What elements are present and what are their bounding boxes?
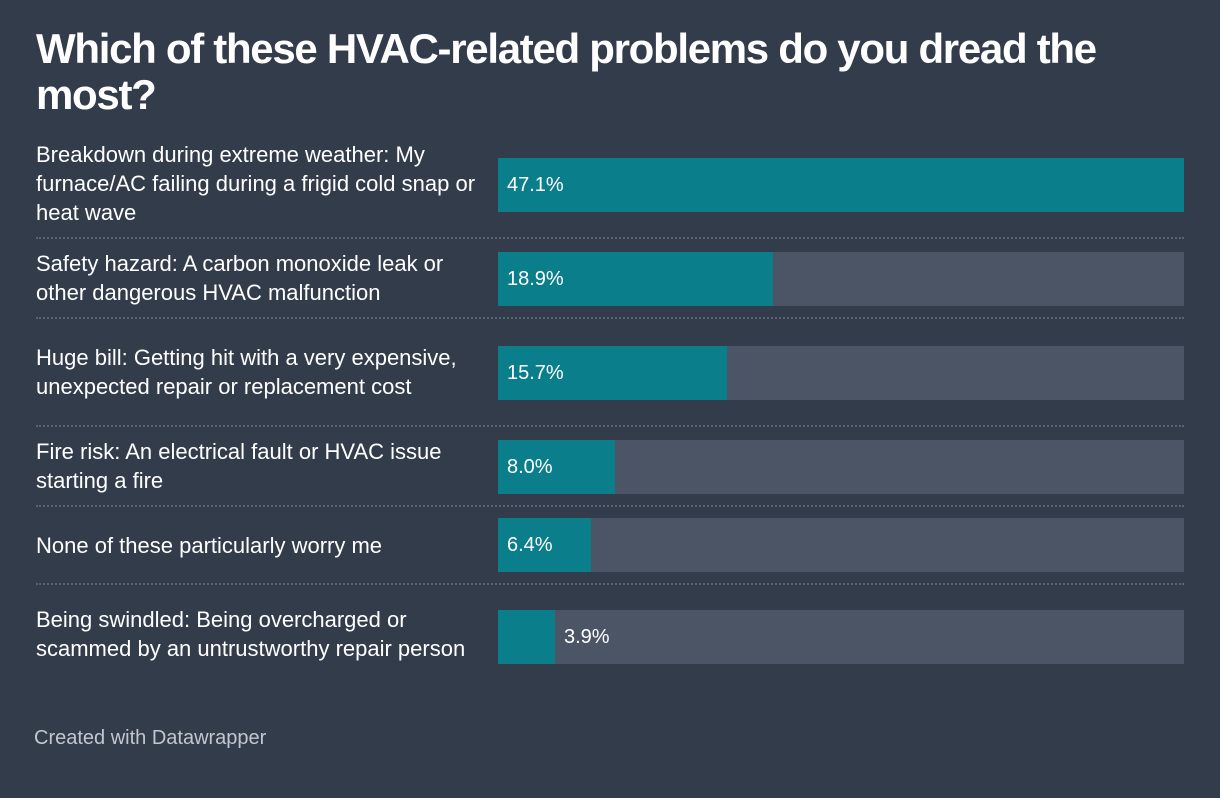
row-divider bbox=[36, 237, 1184, 239]
category-label: None of these particularly worry me bbox=[36, 532, 383, 558]
bar-track: 15.7% bbox=[498, 346, 1184, 400]
chart-title: Which of these HVAC-related problems do … bbox=[36, 25, 1097, 118]
category-label: Being swindled: Being overcharged or sca… bbox=[36, 607, 466, 661]
row-divider bbox=[36, 583, 1184, 585]
bar[interactable] bbox=[498, 252, 773, 306]
bar[interactable] bbox=[498, 518, 591, 572]
bar-track: 8.0% bbox=[498, 440, 1184, 494]
value-label: 8.0% bbox=[507, 456, 553, 478]
bar[interactable] bbox=[498, 440, 615, 494]
bar-row: Breakdown during extreme weather: My fur… bbox=[36, 128, 1184, 238]
category-label: Safety hazard: A carbon monoxide leak or… bbox=[36, 251, 444, 305]
bar-row: None of these particularly worry me 6.4% bbox=[36, 506, 1184, 584]
value-label: 3.9% bbox=[564, 626, 610, 648]
bar[interactable] bbox=[498, 346, 727, 400]
row-divider bbox=[36, 317, 1184, 319]
row-divider bbox=[36, 505, 1184, 507]
bar-track: 3.9% bbox=[498, 610, 1184, 664]
row-divider bbox=[36, 425, 1184, 427]
value-label: 6.4% bbox=[507, 534, 553, 556]
value-label: 15.7% bbox=[507, 362, 564, 384]
bar-track: 47.1% bbox=[498, 158, 1184, 212]
bar-row: Being swindled: Being overcharged or sca… bbox=[36, 584, 1184, 684]
bar-track: 6.4% bbox=[498, 518, 1184, 572]
value-label: 47.1% bbox=[507, 174, 564, 196]
footer-credit[interactable]: Created with Datawrapper bbox=[34, 727, 267, 749]
bar-track: 18.9% bbox=[498, 252, 1184, 306]
category-label: Breakdown during extreme weather: My fur… bbox=[36, 141, 476, 225]
bar-row: Huge bill: Getting hit with a very expen… bbox=[36, 318, 1184, 426]
category-label: Fire risk: An electrical fault or HVAC i… bbox=[36, 439, 442, 493]
category-label: Huge bill: Getting hit with a very expen… bbox=[36, 345, 457, 399]
value-label: 18.9% bbox=[507, 268, 564, 290]
bar[interactable] bbox=[498, 610, 555, 664]
bar[interactable] bbox=[498, 158, 1184, 212]
bar-row: Fire risk: An electrical fault or HVAC i… bbox=[36, 426, 1184, 506]
bar-row: Safety hazard: A carbon monoxide leak or… bbox=[36, 238, 1184, 318]
